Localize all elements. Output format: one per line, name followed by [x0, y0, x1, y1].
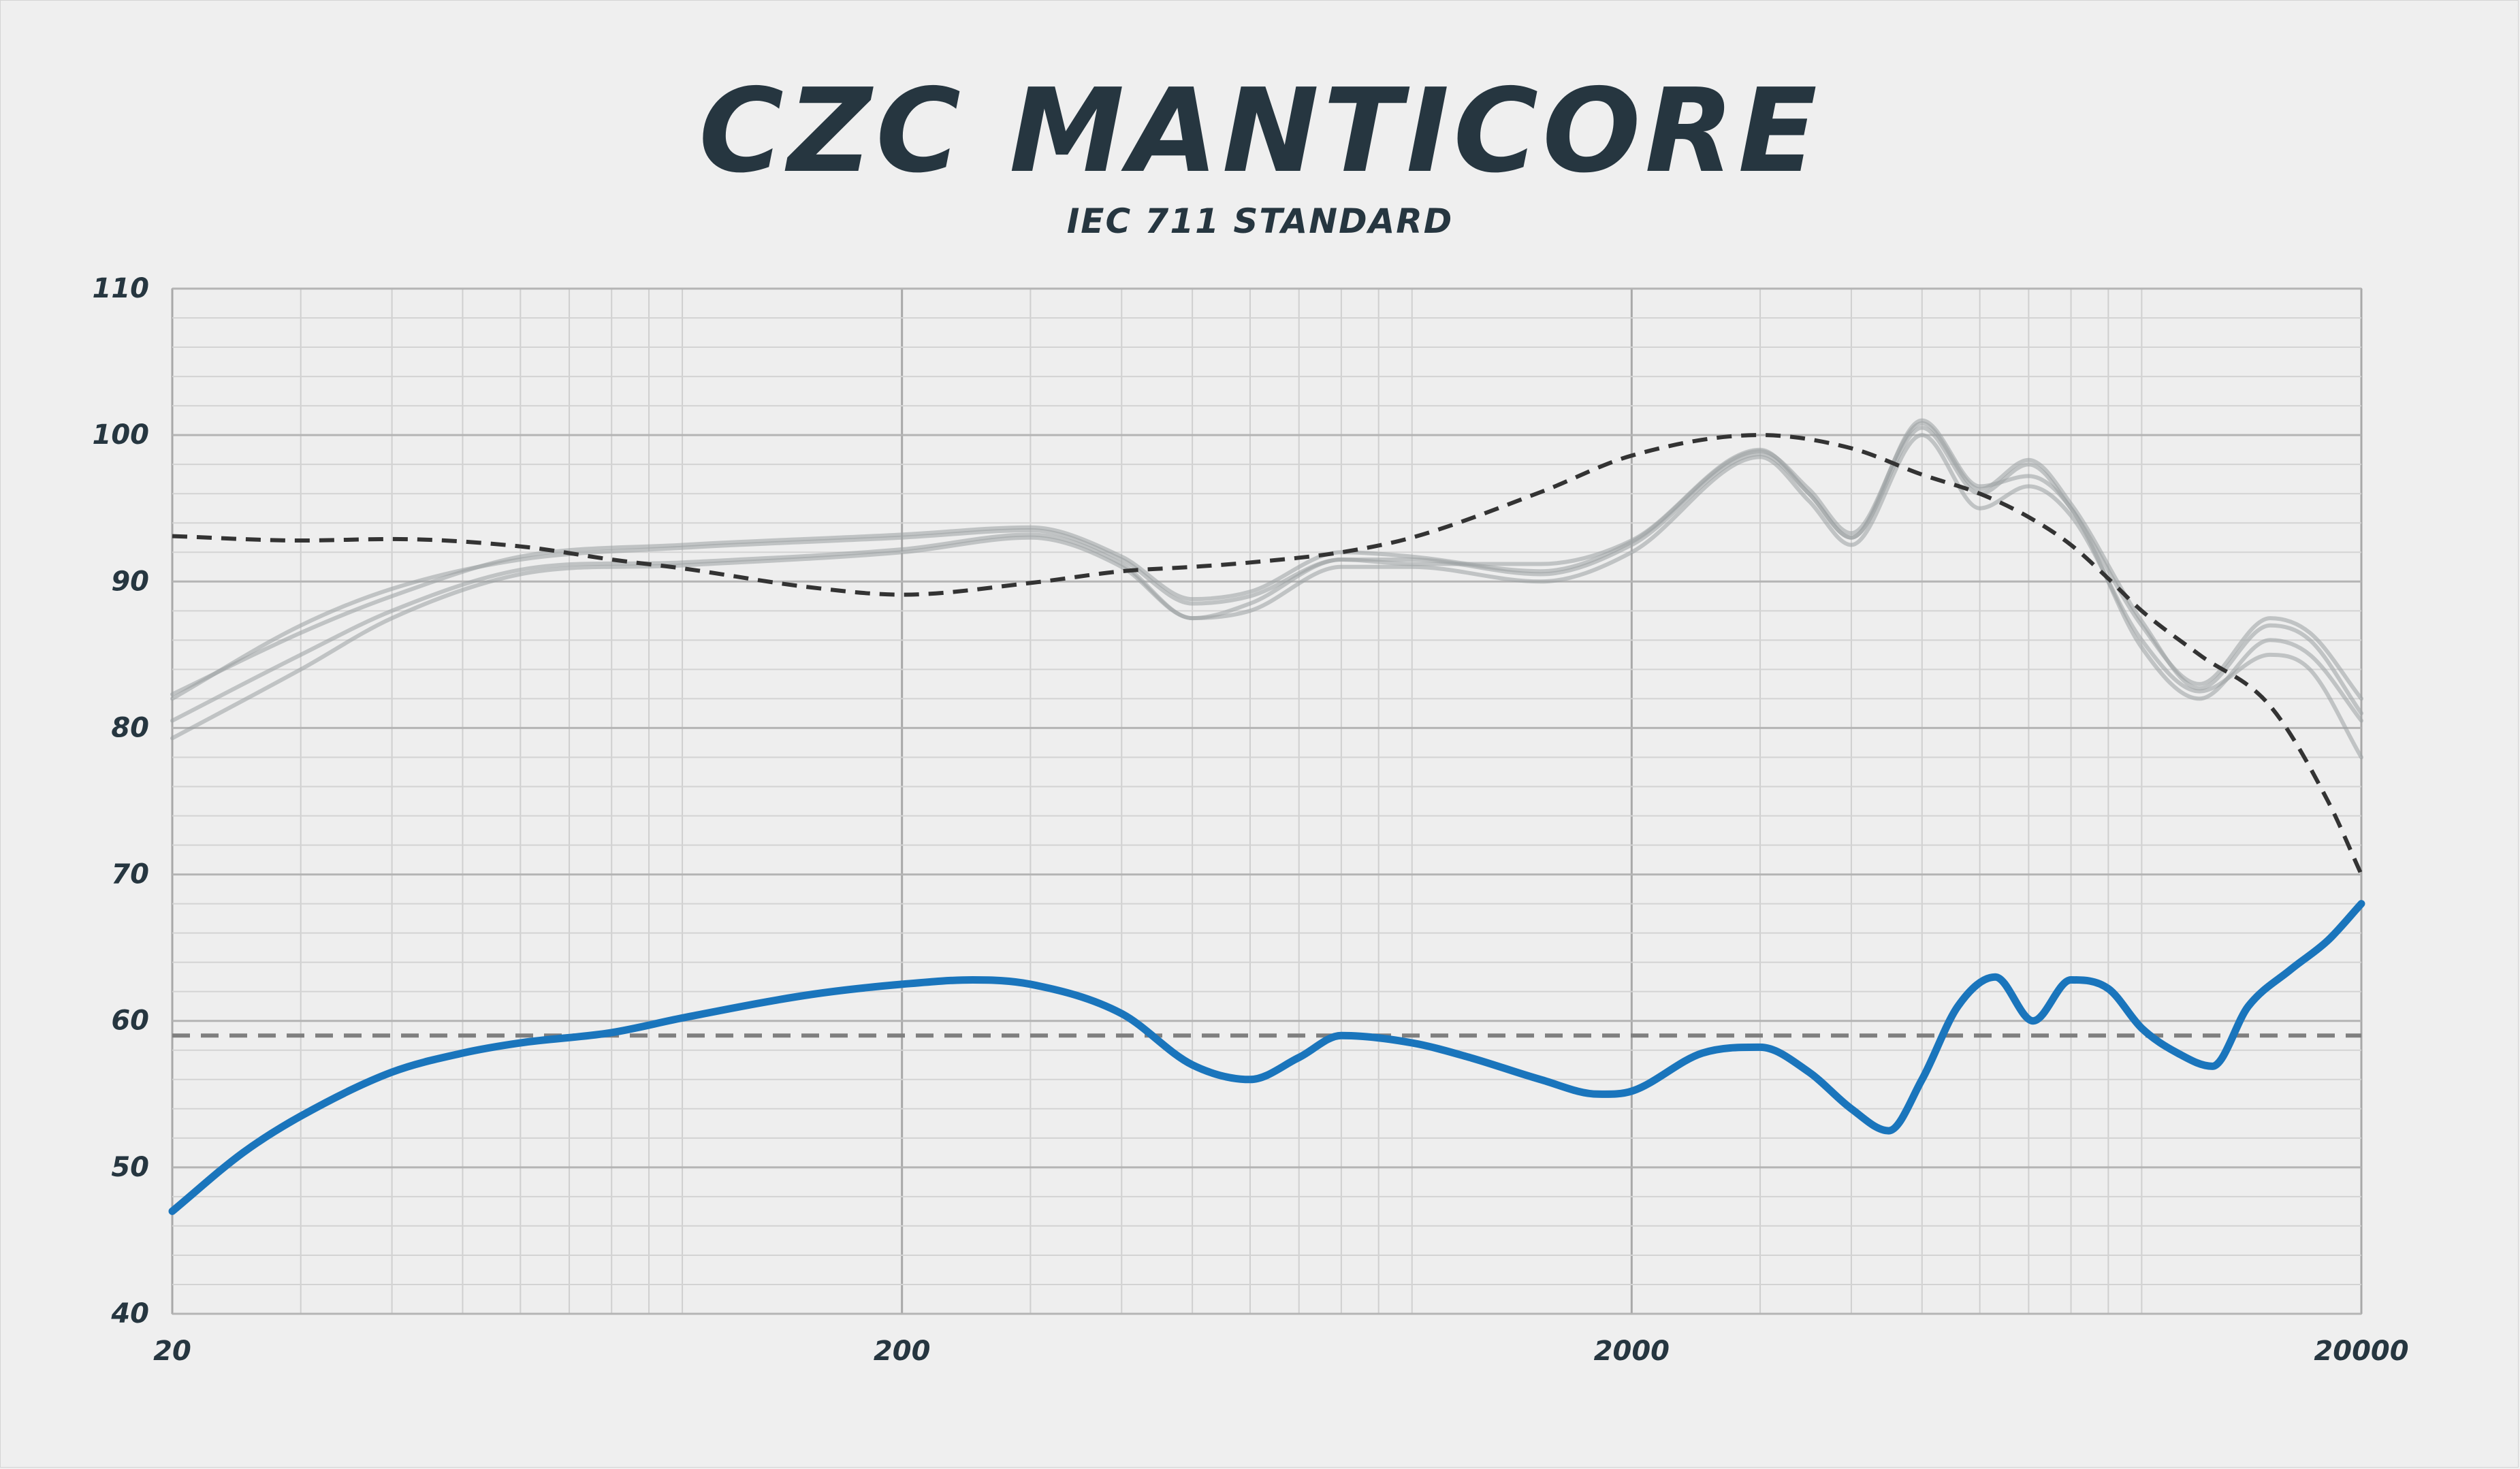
series-line-measurement-1: [170, 425, 2363, 701]
grid: [171, 287, 2363, 1315]
y-tick-label: 100: [93, 419, 150, 451]
x-tick-label: 20000: [2314, 1336, 2408, 1367]
chart-subtitle: IEC 711 STANDARD: [1066, 201, 1454, 241]
y-tick-label: 50: [111, 1152, 149, 1183]
y-tick-label: 60: [111, 1005, 149, 1037]
y-tick-label: 90: [111, 566, 149, 597]
x-tick-label: 2000: [1594, 1336, 1670, 1367]
x-tick-label: 20: [153, 1336, 191, 1367]
series-line-dashed-dark-0: [172, 433, 2363, 875]
y-tick-label: 80: [111, 712, 149, 743]
chart-title: CZC MANTICORE: [699, 64, 1821, 199]
x-tick-label: 200: [874, 1336, 931, 1367]
plot-area: [172, 288, 2362, 1314]
series-line-measurement-4: [170, 421, 2363, 715]
y-tick-label: 110: [93, 273, 150, 304]
y-tick-label: 70: [111, 859, 149, 890]
axes: 40 50 60 70 80 90 100 110 20 200 2000 20000: [93, 273, 2409, 1367]
series-line-difference-6: [168, 900, 2365, 1215]
y-tick-label: 40: [110, 1298, 149, 1329]
series-group: [168, 418, 2365, 1215]
